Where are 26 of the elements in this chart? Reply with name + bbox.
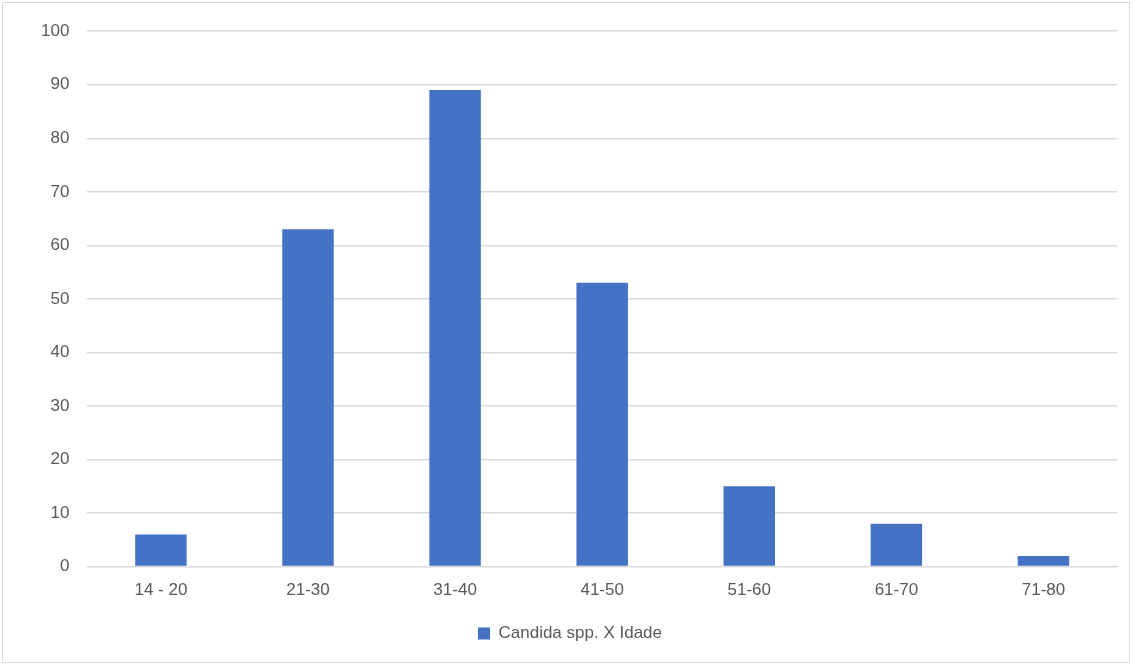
x-tick-label: 21-30 xyxy=(286,580,330,600)
bar xyxy=(723,486,776,566)
y-tick-label: 60 xyxy=(50,235,70,255)
bar xyxy=(576,282,628,566)
x-tick-label: 71-80 xyxy=(1021,580,1066,600)
y-tick-label: 50 xyxy=(50,288,70,308)
x-tick-label: 51-60 xyxy=(727,580,772,600)
bar xyxy=(135,534,187,566)
y-tick-label: 70 xyxy=(50,181,70,201)
y-tick-label: 80 xyxy=(50,127,70,147)
y-tick-label: 20 xyxy=(50,449,70,469)
legend-label: Candida spp. X Idade xyxy=(498,623,663,643)
y-tick-label: 40 xyxy=(50,342,70,362)
y-tick-label: 90 xyxy=(50,74,70,94)
y-tick-label: 10 xyxy=(50,502,70,522)
bar xyxy=(282,229,334,566)
x-tick-label: 61-70 xyxy=(874,580,919,600)
bar xyxy=(870,523,923,566)
bar xyxy=(429,90,481,566)
x-tick-label: 14 - 20 xyxy=(134,580,188,600)
y-tick-label: 30 xyxy=(50,395,70,415)
y-tick-label: 0 xyxy=(59,556,70,576)
bar xyxy=(1017,555,1070,566)
x-tick-label: 31-40 xyxy=(433,580,477,600)
y-tick-label: 100 xyxy=(40,20,70,40)
x-tick-label: 41-50 xyxy=(580,580,624,600)
